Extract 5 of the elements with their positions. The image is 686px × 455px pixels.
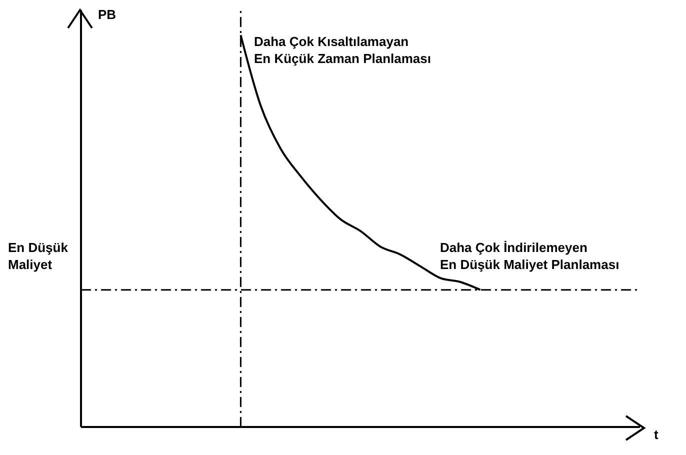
- x-axis-title: t: [654, 426, 658, 443]
- ref-line-label: En Düşük Maliyet: [8, 238, 69, 272]
- annotation: Daha Çok İndirilemeyen En Düşük Maliyet Planlaması: [440, 238, 620, 272]
- annotation: Daha Çok Kısaltılamayan En Küçük Zaman Planlaması: [254, 33, 432, 68]
- y-axis-title: PB: [98, 6, 116, 23]
